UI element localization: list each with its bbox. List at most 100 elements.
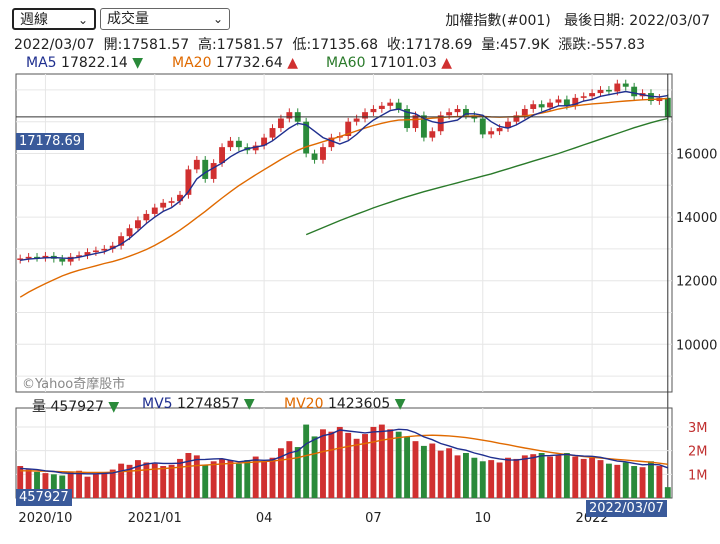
volume-bar <box>631 466 638 498</box>
ma5-line <box>20 90 668 261</box>
candle-body <box>429 131 436 138</box>
volume-bar <box>605 463 612 498</box>
indicator-select[interactable]: 成交量 ⌄ <box>100 8 230 30</box>
candle-body <box>210 163 217 179</box>
volume-bar <box>84 476 91 498</box>
period-select[interactable]: 週線 ⌄ <box>12 8 96 30</box>
candle-body <box>614 83 621 92</box>
close-value: 17178.69 <box>405 37 473 53</box>
volume-bar <box>286 441 293 498</box>
candle-body <box>76 255 83 257</box>
volume-bar <box>143 462 150 498</box>
current-price-label: 17178.69 <box>16 133 85 150</box>
candle-body <box>412 115 419 129</box>
volume-bar <box>118 463 125 498</box>
change-value: -557.83 <box>590 37 646 53</box>
low-label: 低: <box>292 37 312 53</box>
time-tick-label: 04 <box>256 511 273 526</box>
volume-bar <box>446 448 453 498</box>
candle-body <box>328 137 335 148</box>
candle-body <box>395 102 402 109</box>
volume-tick-label: 2M <box>688 445 708 460</box>
volume-bar <box>303 424 310 498</box>
volume-bar <box>34 471 40 498</box>
candle-body <box>25 256 32 259</box>
volume-bar <box>227 460 234 498</box>
volume-bar <box>101 473 108 498</box>
candle-body <box>479 118 486 135</box>
chart-header: 加權指數(#001) 最後日期: 2022/03/07 <box>445 10 710 30</box>
indicator-select-value: 成交量 <box>107 11 149 27</box>
high-label: 高: <box>198 37 217 53</box>
candle-body <box>648 93 654 102</box>
candle-body <box>252 145 259 151</box>
ma60-line <box>305 117 668 236</box>
mv20-dir-icon: ▼ <box>394 396 406 412</box>
volume-bar <box>160 466 167 498</box>
ma20-name: MA20 <box>172 55 212 71</box>
ma20-line <box>19 97 668 298</box>
vol-dir-icon: ▼ <box>108 399 120 415</box>
ma5-value: 17822.14 <box>61 55 128 71</box>
candle-body <box>597 89 604 94</box>
candle-body <box>404 108 411 129</box>
volume-frame <box>15 407 673 499</box>
mv5-value: 1274857 <box>177 396 240 412</box>
volume-bar <box>269 457 276 498</box>
candle-body <box>151 207 158 214</box>
candle-body <box>185 169 192 195</box>
ma60-value: 17101.03 <box>369 55 437 71</box>
current-volume-label: 457927 <box>16 489 72 506</box>
volume-bar <box>463 453 469 498</box>
volume-bar <box>76 470 83 498</box>
candle-body <box>572 97 579 106</box>
ma60-name: MA60 <box>326 55 366 71</box>
candle-body <box>227 140 234 148</box>
volume-bar <box>210 461 217 498</box>
candle-body <box>235 140 242 148</box>
volume-bar <box>235 463 242 498</box>
candle-body <box>622 83 629 87</box>
volume-bar <box>50 474 57 498</box>
volume-bar <box>67 471 74 498</box>
candle-body <box>454 108 461 113</box>
volume-legend: 量 457927 ▼ <box>32 396 119 416</box>
volume-bar <box>311 436 318 498</box>
ma60-legend: MA60 17101.03 ▲ <box>326 55 452 71</box>
price-tick-label: 10000 <box>676 338 717 353</box>
volume-bar <box>513 458 520 498</box>
volume-bar <box>336 426 343 498</box>
ohlc-date: 2022/03/07 <box>14 37 95 53</box>
volume-bar <box>664 487 671 498</box>
volume-bar <box>555 455 562 498</box>
candle-body <box>420 115 427 138</box>
volume-bar <box>345 432 352 498</box>
candle-body <box>563 99 570 106</box>
volume-bar <box>277 448 284 498</box>
last-date: 2022/03/07 <box>629 13 710 29</box>
candle-body <box>311 153 318 160</box>
mv5-dir-icon: ▼ <box>243 396 255 412</box>
volume-bar <box>437 450 444 498</box>
volume-bar <box>219 458 225 498</box>
candle-body <box>589 93 596 97</box>
mv20-legend: MV20 1423605 ▼ <box>284 396 406 412</box>
candle-body <box>362 112 368 119</box>
volume-bar <box>648 461 654 498</box>
volume-bar <box>387 429 394 498</box>
mv20-value: 1423605 <box>327 396 391 412</box>
volume-bar <box>320 429 326 498</box>
candle-body <box>631 86 638 97</box>
chevron-down-icon: ⌄ <box>212 12 223 26</box>
candle-body <box>505 121 511 129</box>
candle-body <box>160 202 167 208</box>
volume-bar <box>412 441 419 498</box>
candle-body <box>463 108 469 116</box>
mv5-name: MV5 <box>142 396 173 412</box>
volume-bar <box>530 454 537 498</box>
ma5-dir-icon: ▼ <box>132 55 144 71</box>
volume-bar <box>328 431 335 498</box>
volume-bar <box>547 456 553 498</box>
change-label: 漲跌: <box>558 37 591 53</box>
